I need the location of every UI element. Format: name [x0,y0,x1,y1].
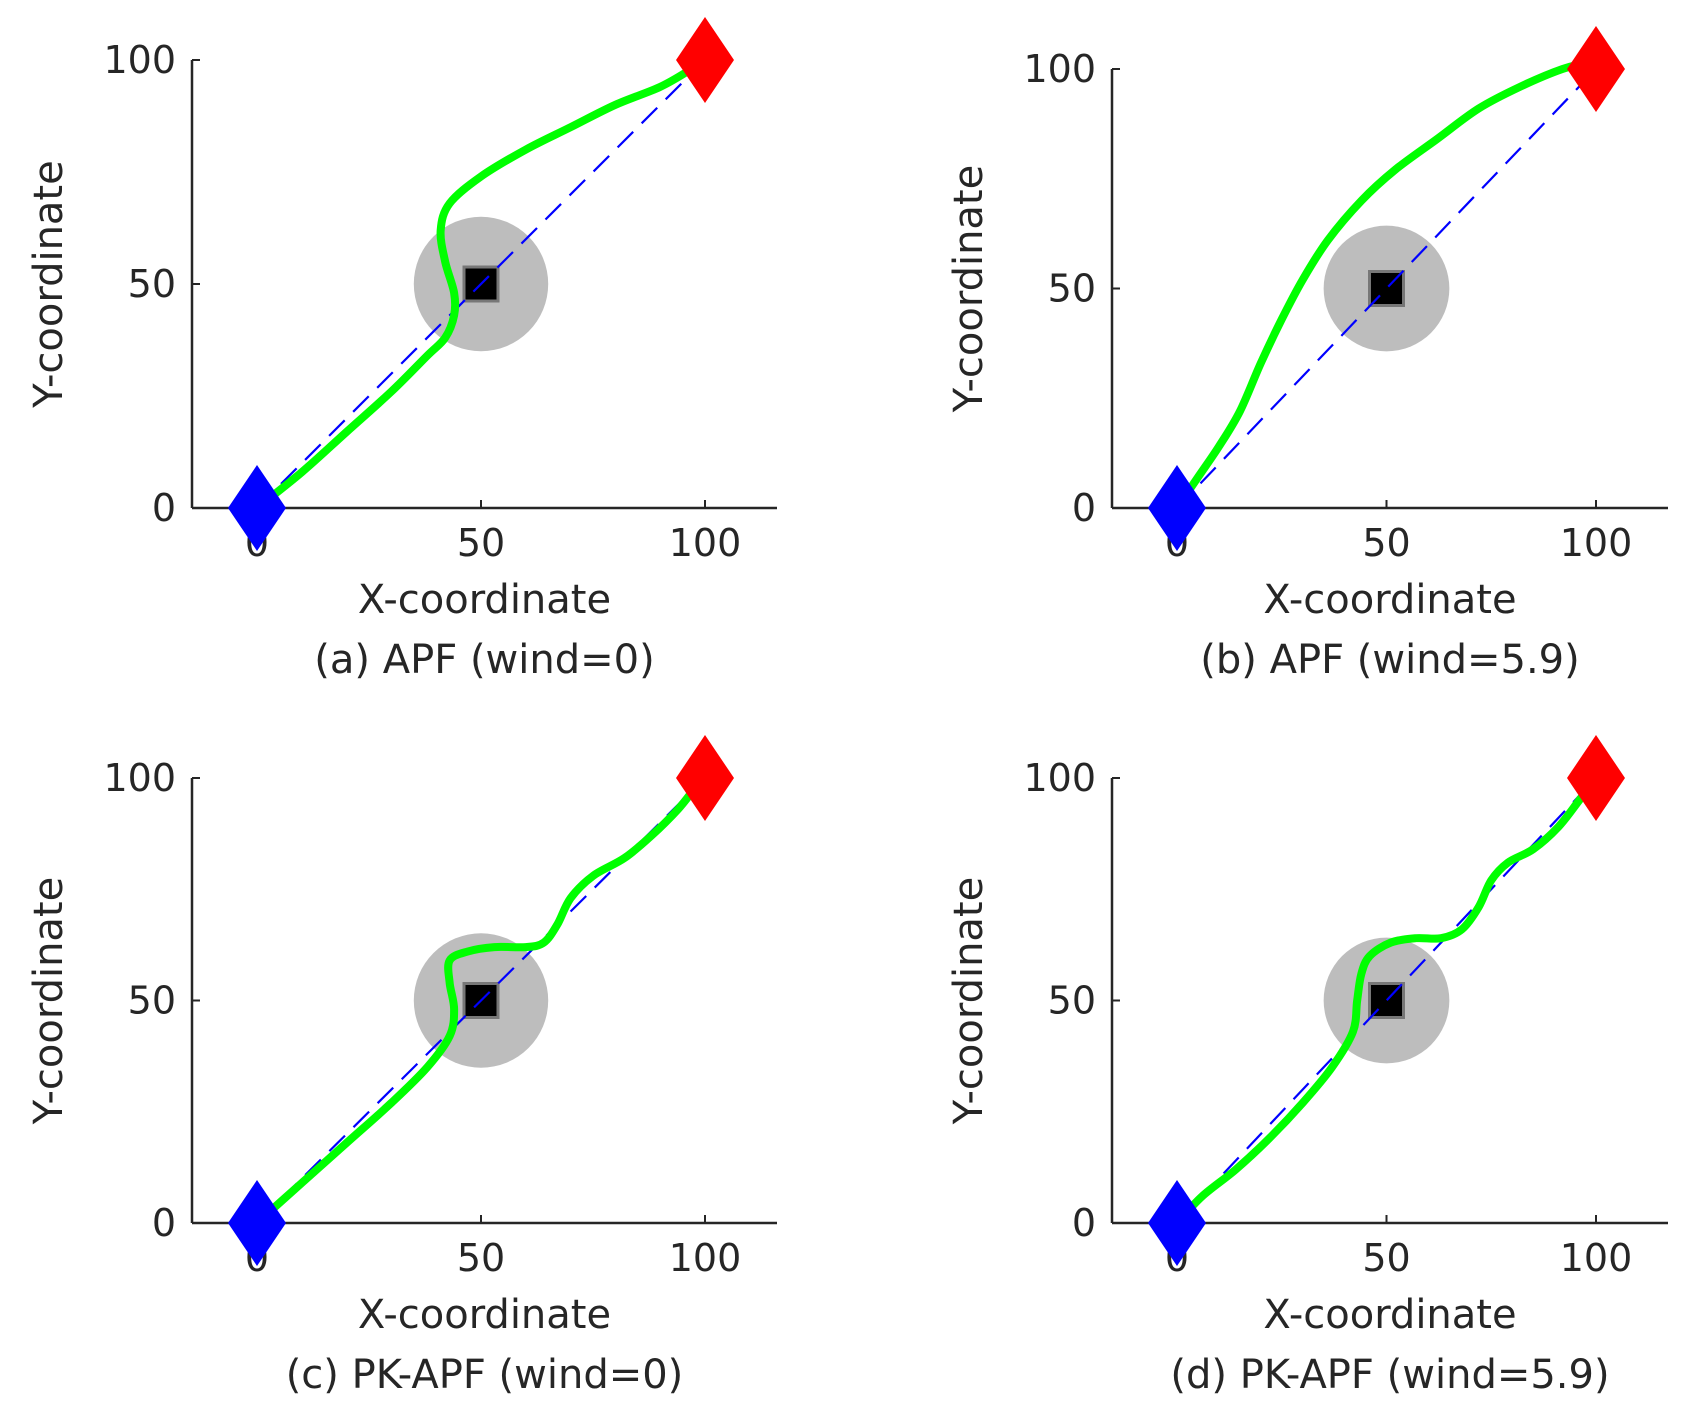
planned-path [253,56,709,512]
x-tick-label: 50 [1362,521,1410,565]
planned-path [1173,774,1600,1227]
x-axis-label: X-coordinate [358,577,611,623]
start-marker [1148,465,1206,551]
x-tick-label: 100 [669,521,742,565]
y-tick-label: 100 [103,38,176,82]
y-tick-label: 0 [1072,1201,1096,1245]
start-marker [228,465,286,551]
y-axis-label: Y-coordinate [26,877,72,1125]
subplot-caption: (c) PK-APF (wind=0) [286,1352,684,1398]
x-tick-label: 100 [1560,1236,1633,1280]
x-tick-label: 50 [457,1236,505,1280]
y-axis-label: Y-coordinate [946,165,992,413]
y-tick-label: 100 [103,756,176,800]
goal-marker [676,17,734,103]
subplot-a: 050100050100X-coordinateY-coordinate(a) … [26,17,777,683]
x-tick-label: 100 [669,1236,742,1280]
x-tick-label: 100 [1560,521,1633,565]
y-tick-label: 50 [1048,267,1096,311]
goal-marker [1567,735,1625,821]
y-tick-label: 0 [152,486,176,530]
subplot-caption: (d) PK-APF (wind=5.9) [1170,1352,1609,1398]
reference-line [256,59,706,509]
subplot-c: 050100050100X-coordinateY-coordinate(c) … [26,735,777,1398]
y-axis-label: Y-coordinate [26,160,72,408]
goal-marker [1567,26,1625,112]
start-marker [1148,1180,1206,1266]
y-tick-label: 50 [1048,979,1096,1023]
y-tick-label: 0 [1072,486,1096,530]
y-tick-label: 50 [128,979,176,1023]
subplot-d: 050100050100X-coordinateY-coordinate(d) … [946,735,1668,1398]
x-tick-label: 50 [1362,1236,1410,1280]
planned-path [253,774,709,1227]
y-axis-label: Y-coordinate [946,877,992,1125]
subplot-b: 050100050100X-coordinateY-coordinate(b) … [946,26,1668,683]
y-tick-label: 0 [152,1201,176,1245]
x-axis-label: X-coordinate [1263,577,1516,623]
subplot-caption: (b) APF (wind=5.9) [1200,637,1579,683]
y-tick-label: 100 [1023,47,1096,91]
x-axis-label: X-coordinate [1263,1292,1516,1338]
start-marker [228,1180,286,1266]
y-tick-label: 50 [128,262,176,306]
obstacle-core [462,265,500,303]
y-tick-label: 100 [1023,756,1096,800]
x-axis-label: X-coordinate [358,1292,611,1338]
goal-marker [676,735,734,821]
x-tick-label: 50 [457,521,505,565]
planned-path [1173,60,1600,512]
subplot-caption: (a) APF (wind=0) [314,637,654,683]
